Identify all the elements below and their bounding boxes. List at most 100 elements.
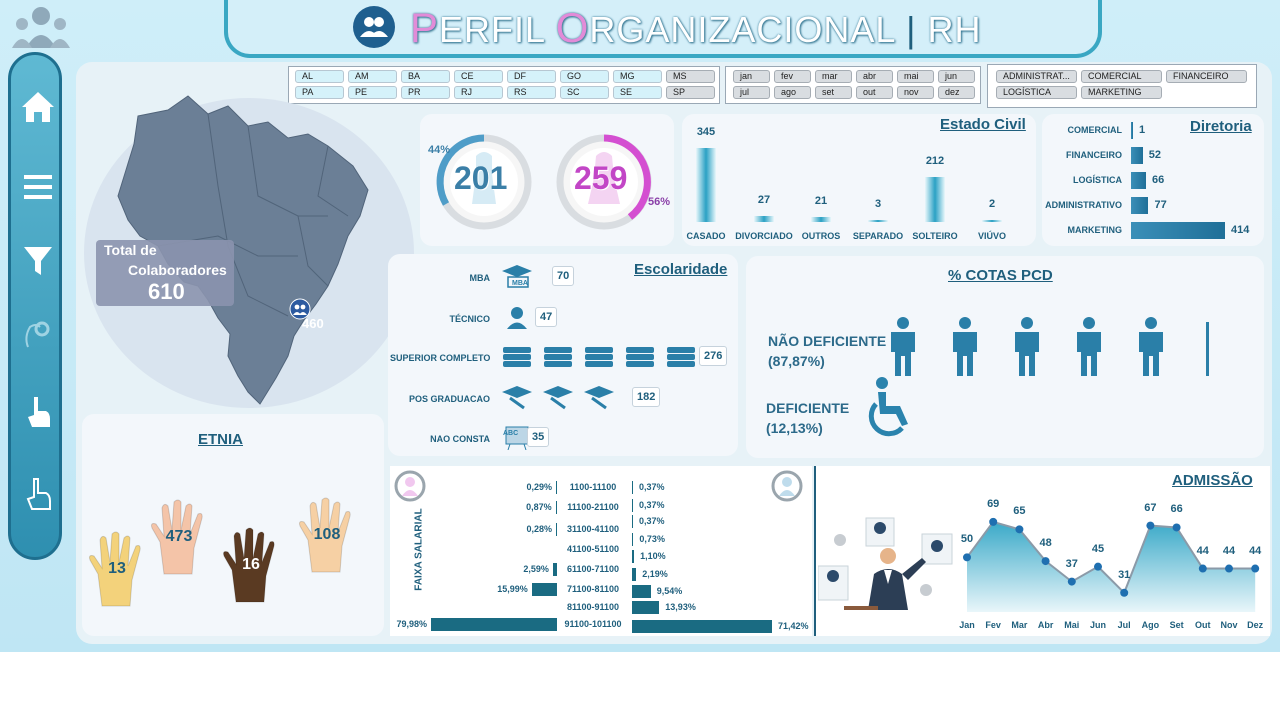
books-icon bbox=[626, 347, 654, 367]
etnia-value: 108 bbox=[313, 526, 341, 543]
salario-male-pct: 0,37% bbox=[639, 500, 665, 510]
month-chip[interactable]: jun bbox=[938, 70, 975, 83]
state-chip[interactable]: CE bbox=[454, 70, 503, 83]
escolaridade-value: 182 bbox=[632, 387, 661, 407]
admissao-value: 31 bbox=[1118, 568, 1131, 581]
admissao-month: Set bbox=[1169, 620, 1184, 630]
admissao-value: 66 bbox=[1170, 503, 1183, 516]
admissao-month: Fev bbox=[985, 620, 1001, 630]
state-chip[interactable]: RS bbox=[507, 86, 556, 99]
admissao-point[interactable] bbox=[1146, 521, 1155, 530]
salario-range-label: 71100-81100 bbox=[566, 584, 620, 594]
admissao-point[interactable] bbox=[1172, 523, 1181, 532]
estado-civil-label: DIVORCIADO bbox=[735, 231, 793, 241]
filter-icon[interactable] bbox=[18, 241, 58, 281]
salario-female-bar bbox=[552, 563, 557, 576]
estado-civil-bar bbox=[811, 217, 831, 222]
map-marker-icon[interactable] bbox=[289, 298, 311, 320]
settings-gear-icon[interactable] bbox=[18, 313, 58, 353]
admissao-point[interactable] bbox=[1067, 577, 1076, 586]
department-chip[interactable]: MARKETING bbox=[1081, 86, 1162, 99]
diretoria-title: Diretoria bbox=[1190, 118, 1252, 135]
month-chip[interactable]: dez bbox=[938, 86, 975, 99]
abc-icon-text: ABC bbox=[503, 430, 519, 437]
diretoria-bar bbox=[1131, 172, 1146, 189]
admissao-point[interactable] bbox=[1198, 564, 1207, 573]
admissao-point[interactable] bbox=[1225, 564, 1233, 573]
state-chip[interactable]: PE bbox=[348, 86, 397, 99]
estado-civil-title: Estado Civil bbox=[940, 116, 1026, 133]
month-chip[interactable]: set bbox=[815, 86, 852, 99]
admissao-point[interactable] bbox=[989, 517, 998, 526]
salario-range-label: 11100-21100 bbox=[567, 502, 619, 512]
admissao-point[interactable] bbox=[1094, 562, 1102, 571]
touch-hand-icon[interactable] bbox=[18, 391, 58, 431]
admissao-month: Out bbox=[1195, 620, 1211, 630]
salario-card bbox=[390, 466, 812, 636]
salario-female-pct: 0,87% bbox=[526, 502, 552, 512]
state-chip[interactable]: SC bbox=[560, 86, 609, 99]
salario-male-bar bbox=[632, 585, 651, 598]
admissao-month: Ago bbox=[1141, 620, 1160, 630]
department-chip[interactable]: FINANCEIRO bbox=[1166, 70, 1247, 83]
graduation-cap-icon bbox=[584, 386, 614, 410]
state-chip[interactable]: GO bbox=[560, 70, 609, 83]
state-chip[interactable]: PA bbox=[295, 86, 344, 99]
department-chip[interactable]: LOGÍSTICA bbox=[996, 86, 1077, 99]
hand-icon bbox=[223, 527, 275, 603]
admissao-point[interactable] bbox=[1251, 564, 1260, 573]
salario-female-bar bbox=[556, 523, 557, 536]
male-pct: 44% bbox=[428, 144, 451, 156]
state-chip[interactable]: PR bbox=[401, 86, 450, 99]
department-chip[interactable]: COMERCIAL bbox=[1081, 70, 1162, 83]
state-chip[interactable]: MS bbox=[666, 70, 715, 83]
etnia-value: 13 bbox=[108, 560, 126, 577]
person-partial-icon bbox=[1206, 322, 1209, 376]
month-chip[interactable]: fev bbox=[774, 70, 811, 83]
salario-male-pct: 0,37% bbox=[639, 482, 665, 492]
salario-female-pct: 0,29% bbox=[526, 482, 552, 492]
escolaridade-label: SUPERIOR COMPLETO bbox=[390, 353, 491, 363]
admissao-area bbox=[967, 521, 1256, 612]
admissao-point[interactable] bbox=[1120, 588, 1129, 597]
salario-male-bar bbox=[632, 499, 633, 512]
state-chip[interactable]: SE bbox=[613, 86, 662, 99]
state-chip[interactable]: AL bbox=[295, 70, 344, 83]
state-chip[interactable]: DF bbox=[507, 70, 556, 83]
state-chip[interactable]: MG bbox=[613, 70, 662, 83]
month-chip[interactable]: mar bbox=[815, 70, 852, 83]
menu-icon[interactable] bbox=[18, 167, 58, 207]
admissao-point[interactable] bbox=[963, 553, 971, 562]
month-chip[interactable]: mai bbox=[897, 70, 934, 83]
state-chip[interactable]: BA bbox=[401, 70, 450, 83]
diretoria-bar bbox=[1131, 197, 1149, 214]
state-chip[interactable]: AM bbox=[348, 70, 397, 83]
books-icon bbox=[503, 347, 531, 367]
title-banner: PERFIL ORGANIZACIONAL | RH bbox=[224, 0, 1102, 58]
escolaridade-value: 70 bbox=[552, 266, 575, 286]
month-chip[interactable]: ago bbox=[774, 86, 811, 99]
state-chip[interactable]: RJ bbox=[454, 86, 503, 99]
admissao-point[interactable] bbox=[1015, 525, 1024, 534]
books-icon bbox=[585, 347, 613, 367]
wheelchair-icon bbox=[868, 377, 908, 437]
month-chip[interactable]: jan bbox=[733, 70, 770, 83]
hand-icon bbox=[151, 499, 203, 575]
month-chip[interactable]: jul bbox=[733, 86, 770, 99]
admissao-point[interactable] bbox=[1041, 557, 1050, 566]
state-chip[interactable]: SP bbox=[666, 86, 715, 99]
pointer-hand-icon[interactable] bbox=[18, 473, 58, 513]
department-chip[interactable]: ADMINISTRAT... bbox=[996, 70, 1077, 83]
title-letter: O bbox=[555, 4, 590, 51]
admissao-month: Nov bbox=[1220, 620, 1238, 630]
deficiente-label: DEFICIENTE bbox=[766, 400, 850, 416]
graduation-cap-icon bbox=[543, 386, 573, 410]
salario-male-bar bbox=[632, 620, 772, 633]
month-chip[interactable]: nov bbox=[897, 86, 934, 99]
total-box bbox=[96, 240, 234, 306]
month-chip[interactable]: abr bbox=[856, 70, 893, 83]
salario-female-bar bbox=[555, 501, 557, 514]
month-chip[interactable]: out bbox=[856, 86, 893, 99]
escolaridade-value: 276 bbox=[699, 346, 728, 366]
home-icon[interactable] bbox=[18, 87, 58, 127]
